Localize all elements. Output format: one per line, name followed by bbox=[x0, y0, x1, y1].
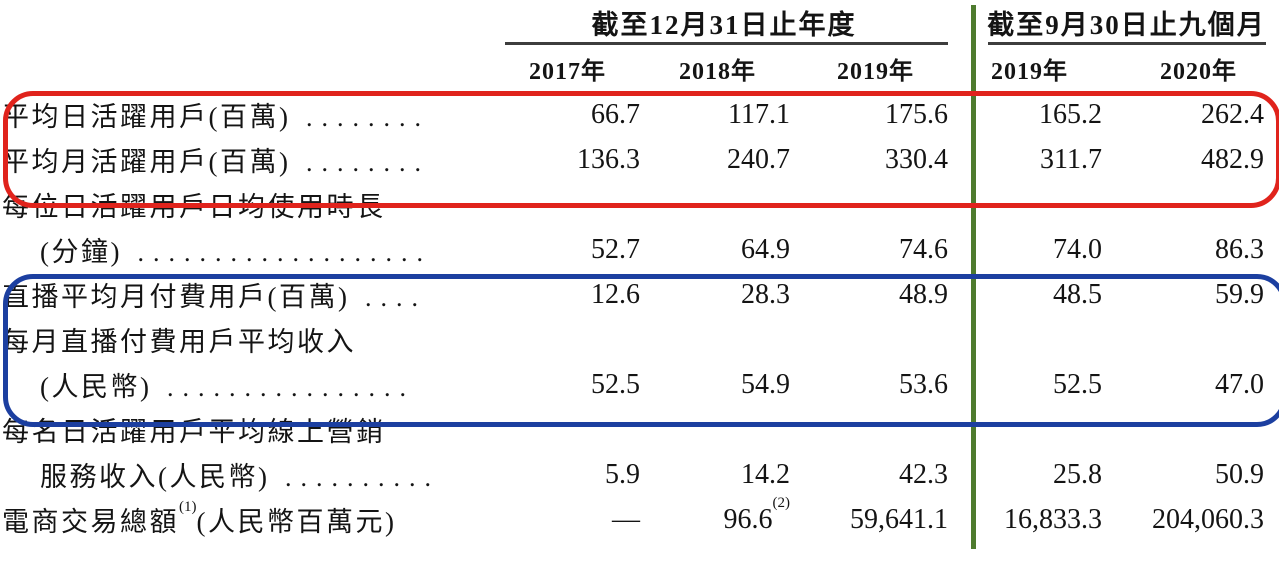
cell-value: 12.6 bbox=[591, 278, 640, 310]
nine-month-period-header: 截至9月30日止九個月 bbox=[987, 10, 1266, 40]
footnote-marker: (2) bbox=[772, 495, 791, 512]
table-row: (分鐘) ................... 52.7 64.9 74.6 74.0… bbox=[0, 227, 1279, 272]
cell-value: 52.5 bbox=[591, 368, 640, 400]
green-column-divider bbox=[971, 5, 976, 549]
row-label: 每月直播付費用戶平均收入 bbox=[2, 327, 356, 357]
cell-value: 482.9 bbox=[1201, 143, 1265, 175]
cell-value bbox=[640, 407, 790, 452]
period-group-row: 截至12月31日止年度 截至9月30日止九個月 bbox=[0, 0, 1279, 45]
dot-leader: .......... bbox=[269, 463, 440, 492]
row-label: 每位日活躍用戶日均使用時長 bbox=[2, 192, 386, 222]
dot-leader: ........ bbox=[290, 103, 430, 132]
cell-value: — bbox=[612, 503, 640, 535]
row-label: 平均月活躍用戶(百萬) ........ bbox=[2, 147, 430, 177]
row-label: 直播平均月付費用戶(百萬) .... bbox=[2, 282, 427, 312]
cell-value: 204,060.3 bbox=[1152, 503, 1265, 535]
year-header-2017: 2017年 bbox=[529, 59, 606, 85]
table-body: 平均日活躍用戶(百萬) ........ 66.7 117.1 175.6 165.2 2… bbox=[0, 92, 1279, 542]
cell-value: 52.7 bbox=[591, 233, 640, 265]
cell-value bbox=[440, 182, 640, 227]
cell-value: 28.3 bbox=[741, 278, 790, 310]
cell-value: 136.3 bbox=[577, 143, 640, 175]
cell-value: 74.6 bbox=[899, 233, 949, 265]
cell-value: 86.3 bbox=[1215, 233, 1265, 265]
cell-value: 48.9 bbox=[899, 278, 949, 310]
cell-value: 54.9 bbox=[741, 368, 790, 400]
cell-value: 53.6 bbox=[899, 368, 949, 400]
cell-value: 240.7 bbox=[727, 143, 790, 175]
cell-value bbox=[790, 317, 948, 362]
table-row: 服務收入(人民幣) .......... 5.9 14.2 42.3 25.8 50.9 bbox=[0, 452, 1279, 497]
cell-value: 5.9 bbox=[605, 458, 640, 490]
dot-leader: ................ bbox=[151, 373, 415, 402]
cell-value bbox=[640, 182, 790, 227]
metrics-table: 截至12月31日止年度 截至9月30日止九個月 2017年 2018年 2019… bbox=[0, 0, 1279, 542]
table-row: 電商交易總額(1)(人民幣百萬元) — 96.6(2) 59,641.1 16,833.… bbox=[0, 495, 1279, 542]
cell-value: 48.5 bbox=[1053, 278, 1103, 310]
annual-header-underline bbox=[505, 42, 948, 45]
row-label: (分鐘) ................... bbox=[40, 237, 432, 267]
cell-value bbox=[1102, 317, 1279, 362]
year-header-2019: 2019年 bbox=[837, 59, 915, 85]
label-column-header bbox=[0, 45, 440, 92]
year-header-row: 2017年 2018年 2019年 2019年 2020年 bbox=[0, 45, 1279, 92]
footnote-marker: (1) bbox=[179, 499, 197, 515]
cell-value: 64.9 bbox=[741, 233, 790, 265]
cell-value: 175.6 bbox=[885, 98, 949, 130]
table-row: 每名日活躍用戶平均線上營銷 bbox=[0, 407, 1279, 452]
dot-leader: .... bbox=[349, 283, 427, 312]
cell-value: 42.3 bbox=[899, 458, 949, 490]
table-row: 直播平均月付費用戶(百萬) .... 12.6 28.3 48.9 48.5 59.9 bbox=[0, 272, 1279, 317]
table-row: 平均月活躍用戶(百萬) ........ 136.3 240.7 330.4 311.7… bbox=[0, 137, 1279, 182]
row-label: (人民幣) ................ bbox=[40, 372, 415, 402]
cell-value bbox=[440, 407, 640, 452]
dot-leader: ................... bbox=[121, 238, 432, 267]
table-row: 平均日活躍用戶(百萬) ........ 66.7 117.1 175.6 165.2 2… bbox=[0, 92, 1279, 137]
cell-value: 66.7 bbox=[591, 98, 640, 130]
cell-value bbox=[790, 182, 948, 227]
year-header-2020-9m: 2020年 bbox=[1160, 59, 1238, 85]
table-row: 每月直播付費用戶平均收入 bbox=[0, 317, 1279, 362]
nine-month-header-underline bbox=[988, 42, 1266, 45]
cell-value: 52.5 bbox=[1053, 368, 1103, 400]
cell-value: 59,641.1 bbox=[850, 503, 949, 535]
cell-value bbox=[640, 317, 790, 362]
row-label: 每名日活躍用戶平均線上營銷 bbox=[2, 417, 386, 447]
cell-value bbox=[440, 317, 640, 362]
cell-value: 165.2 bbox=[1039, 98, 1103, 130]
cell-value bbox=[790, 407, 948, 452]
cell-value: 14.2 bbox=[741, 458, 790, 490]
row-label: 服務收入(人民幣) .......... bbox=[40, 462, 440, 492]
table-row: (人民幣) ................ 52.5 54.9 53.6 52.5 47… bbox=[0, 362, 1279, 407]
cell-value bbox=[1102, 182, 1279, 227]
year-header-2019-9m: 2019年 bbox=[991, 59, 1069, 85]
cell-value: 74.0 bbox=[1053, 233, 1103, 265]
cell-value: 117.1 bbox=[728, 98, 790, 130]
year-header-2018: 2018年 bbox=[679, 59, 756, 85]
cell-value: 96.6(2) bbox=[723, 495, 791, 535]
dot-leader: ........ bbox=[290, 148, 430, 177]
label-column-header bbox=[0, 0, 440, 45]
cell-value: 59.9 bbox=[1215, 278, 1265, 310]
cell-value: 25.8 bbox=[1053, 458, 1103, 490]
row-label: 電商交易總額(1)(人民幣百萬元) bbox=[2, 499, 397, 538]
cell-value: 50.9 bbox=[1215, 458, 1265, 490]
cell-value: 311.7 bbox=[1040, 143, 1103, 175]
cell-value: 262.4 bbox=[1201, 98, 1265, 130]
table-row: 每位日活躍用戶日均使用時長 bbox=[0, 182, 1279, 227]
cell-value bbox=[1102, 407, 1279, 452]
cell-value: 47.0 bbox=[1215, 368, 1265, 400]
cell-value: 16,833.3 bbox=[1004, 503, 1103, 535]
cell-value: 330.4 bbox=[885, 143, 949, 175]
annual-period-header: 截至12月31日止年度 bbox=[591, 10, 857, 40]
row-label: 平均日活躍用戶(百萬) ........ bbox=[2, 102, 430, 132]
